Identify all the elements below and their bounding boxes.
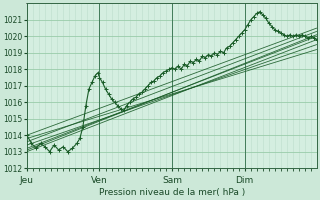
X-axis label: Pression niveau de la mer( hPa ): Pression niveau de la mer( hPa ): [99, 188, 245, 197]
